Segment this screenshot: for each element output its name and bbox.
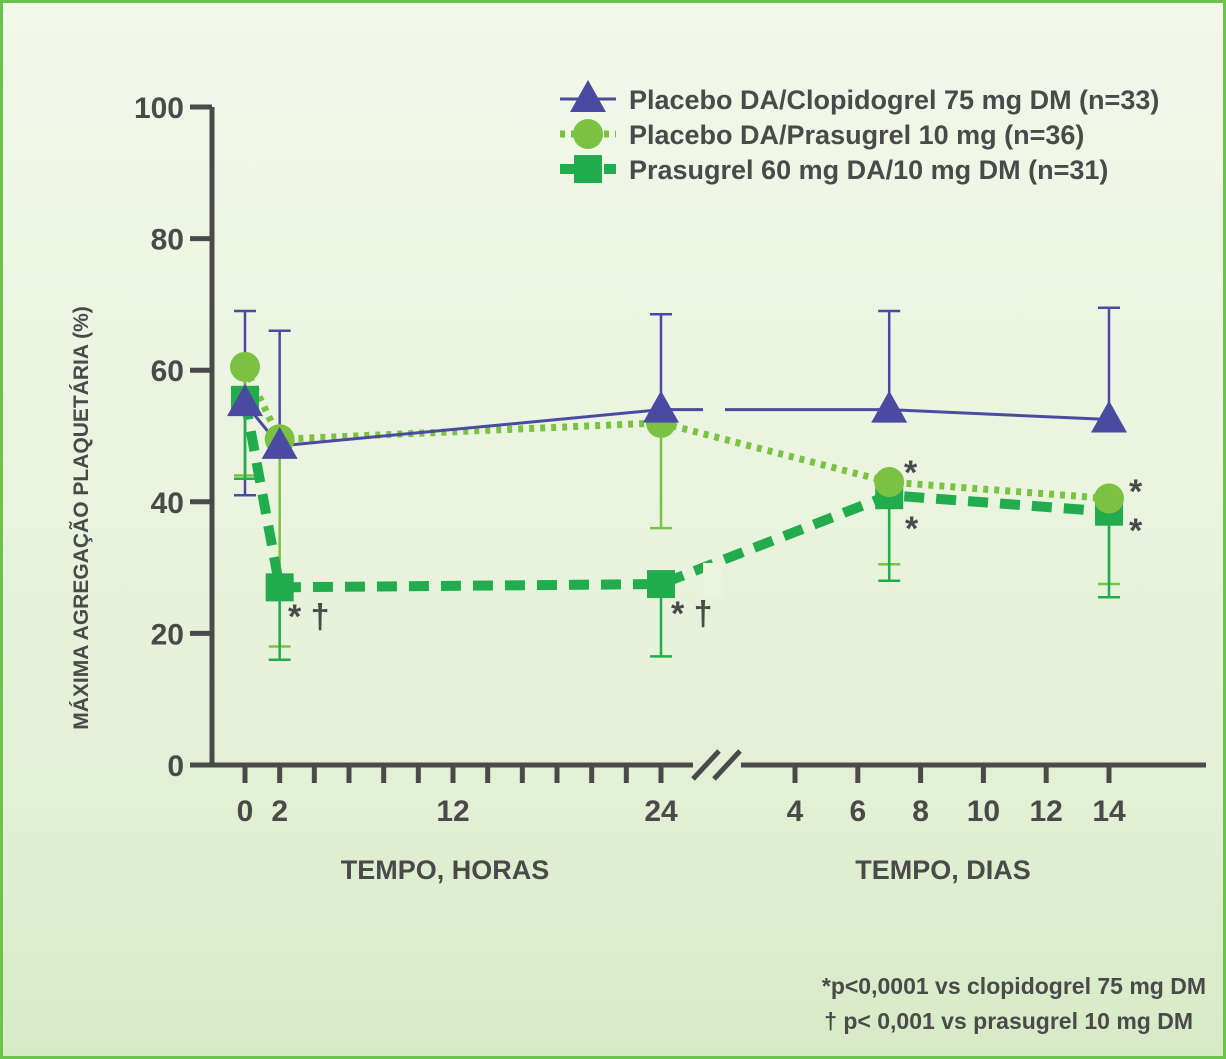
x-axis-label-days: TEMPO, DIAS bbox=[855, 855, 1031, 885]
triangle-marker bbox=[227, 384, 263, 417]
axis-break-mark bbox=[712, 749, 742, 781]
significance-annotation: * † bbox=[288, 598, 330, 636]
x-tick-label-days: 10 bbox=[967, 795, 1000, 828]
y-tick-label: 100 bbox=[134, 92, 184, 125]
x-tick-label-days: 6 bbox=[849, 795, 866, 828]
significance-annotation: * bbox=[904, 454, 918, 492]
axis-break-gap bbox=[703, 563, 723, 597]
square-marker bbox=[265, 573, 294, 602]
significance-annotation: * bbox=[905, 510, 919, 548]
circle-marker bbox=[573, 119, 603, 149]
x-axis-label-hours: TEMPO, HORAS bbox=[341, 855, 550, 885]
triangle-marker bbox=[1091, 400, 1127, 433]
y-axis-label: MÁXIMA AGREGAÇÃO PLAQUETÁRIA (%) bbox=[70, 306, 93, 730]
circle-marker bbox=[874, 467, 905, 498]
square-marker bbox=[574, 155, 602, 183]
significance-annotation: * † bbox=[671, 595, 713, 633]
significance-annotation: * bbox=[1129, 512, 1143, 550]
axis-break-mark bbox=[691, 749, 721, 781]
legend-label: Placebo DA/Clopidogrel 75 mg DM (n=33) bbox=[629, 85, 1159, 115]
series-line-circle bbox=[241, 365, 1110, 503]
y-tick-label: 80 bbox=[151, 224, 184, 257]
x-tick-label-days: 12 bbox=[1030, 795, 1063, 828]
series-line-square bbox=[240, 398, 1110, 593]
circle-marker bbox=[1094, 483, 1124, 514]
legend-label: Placebo DA/Prasugrel 10 mg (n=36) bbox=[629, 120, 1084, 150]
y-tick-label: 0 bbox=[167, 750, 184, 783]
y-tick-label: 60 bbox=[151, 355, 184, 388]
significance-annotation: * bbox=[1129, 473, 1143, 511]
y-tick-label: 40 bbox=[151, 487, 184, 520]
x-tick-label-days: 14 bbox=[1092, 795, 1126, 828]
triangle-marker bbox=[871, 390, 908, 423]
y-tick-label: 20 bbox=[151, 618, 184, 651]
circle-marker bbox=[230, 351, 260, 382]
x-tick-label-days: 8 bbox=[912, 795, 929, 828]
x-tick-label-hours: 0 bbox=[237, 795, 254, 828]
triangle-marker bbox=[261, 426, 298, 459]
x-tick-label-hours: 12 bbox=[436, 795, 469, 828]
footnote-significance-prasugrel: † p< 0,001 vs prasugrel 10 mg DM bbox=[824, 1008, 1193, 1034]
x-tick-label-days: 4 bbox=[787, 795, 804, 828]
x-tick-label-hours: 2 bbox=[271, 795, 288, 828]
footnote-significance-clopidogrel: *p<0,0001 vs clopidogrel 75 mg DM bbox=[822, 973, 1206, 999]
x-tick-label-hours: 24 bbox=[644, 795, 678, 828]
triangle-marker bbox=[643, 390, 679, 423]
axis-break-gap bbox=[703, 398, 725, 428]
legend-label: Prasugrel 60 mg DA/10 mg DM (n=31) bbox=[629, 155, 1108, 185]
triangle-marker bbox=[570, 80, 606, 112]
square-marker bbox=[647, 570, 675, 599]
